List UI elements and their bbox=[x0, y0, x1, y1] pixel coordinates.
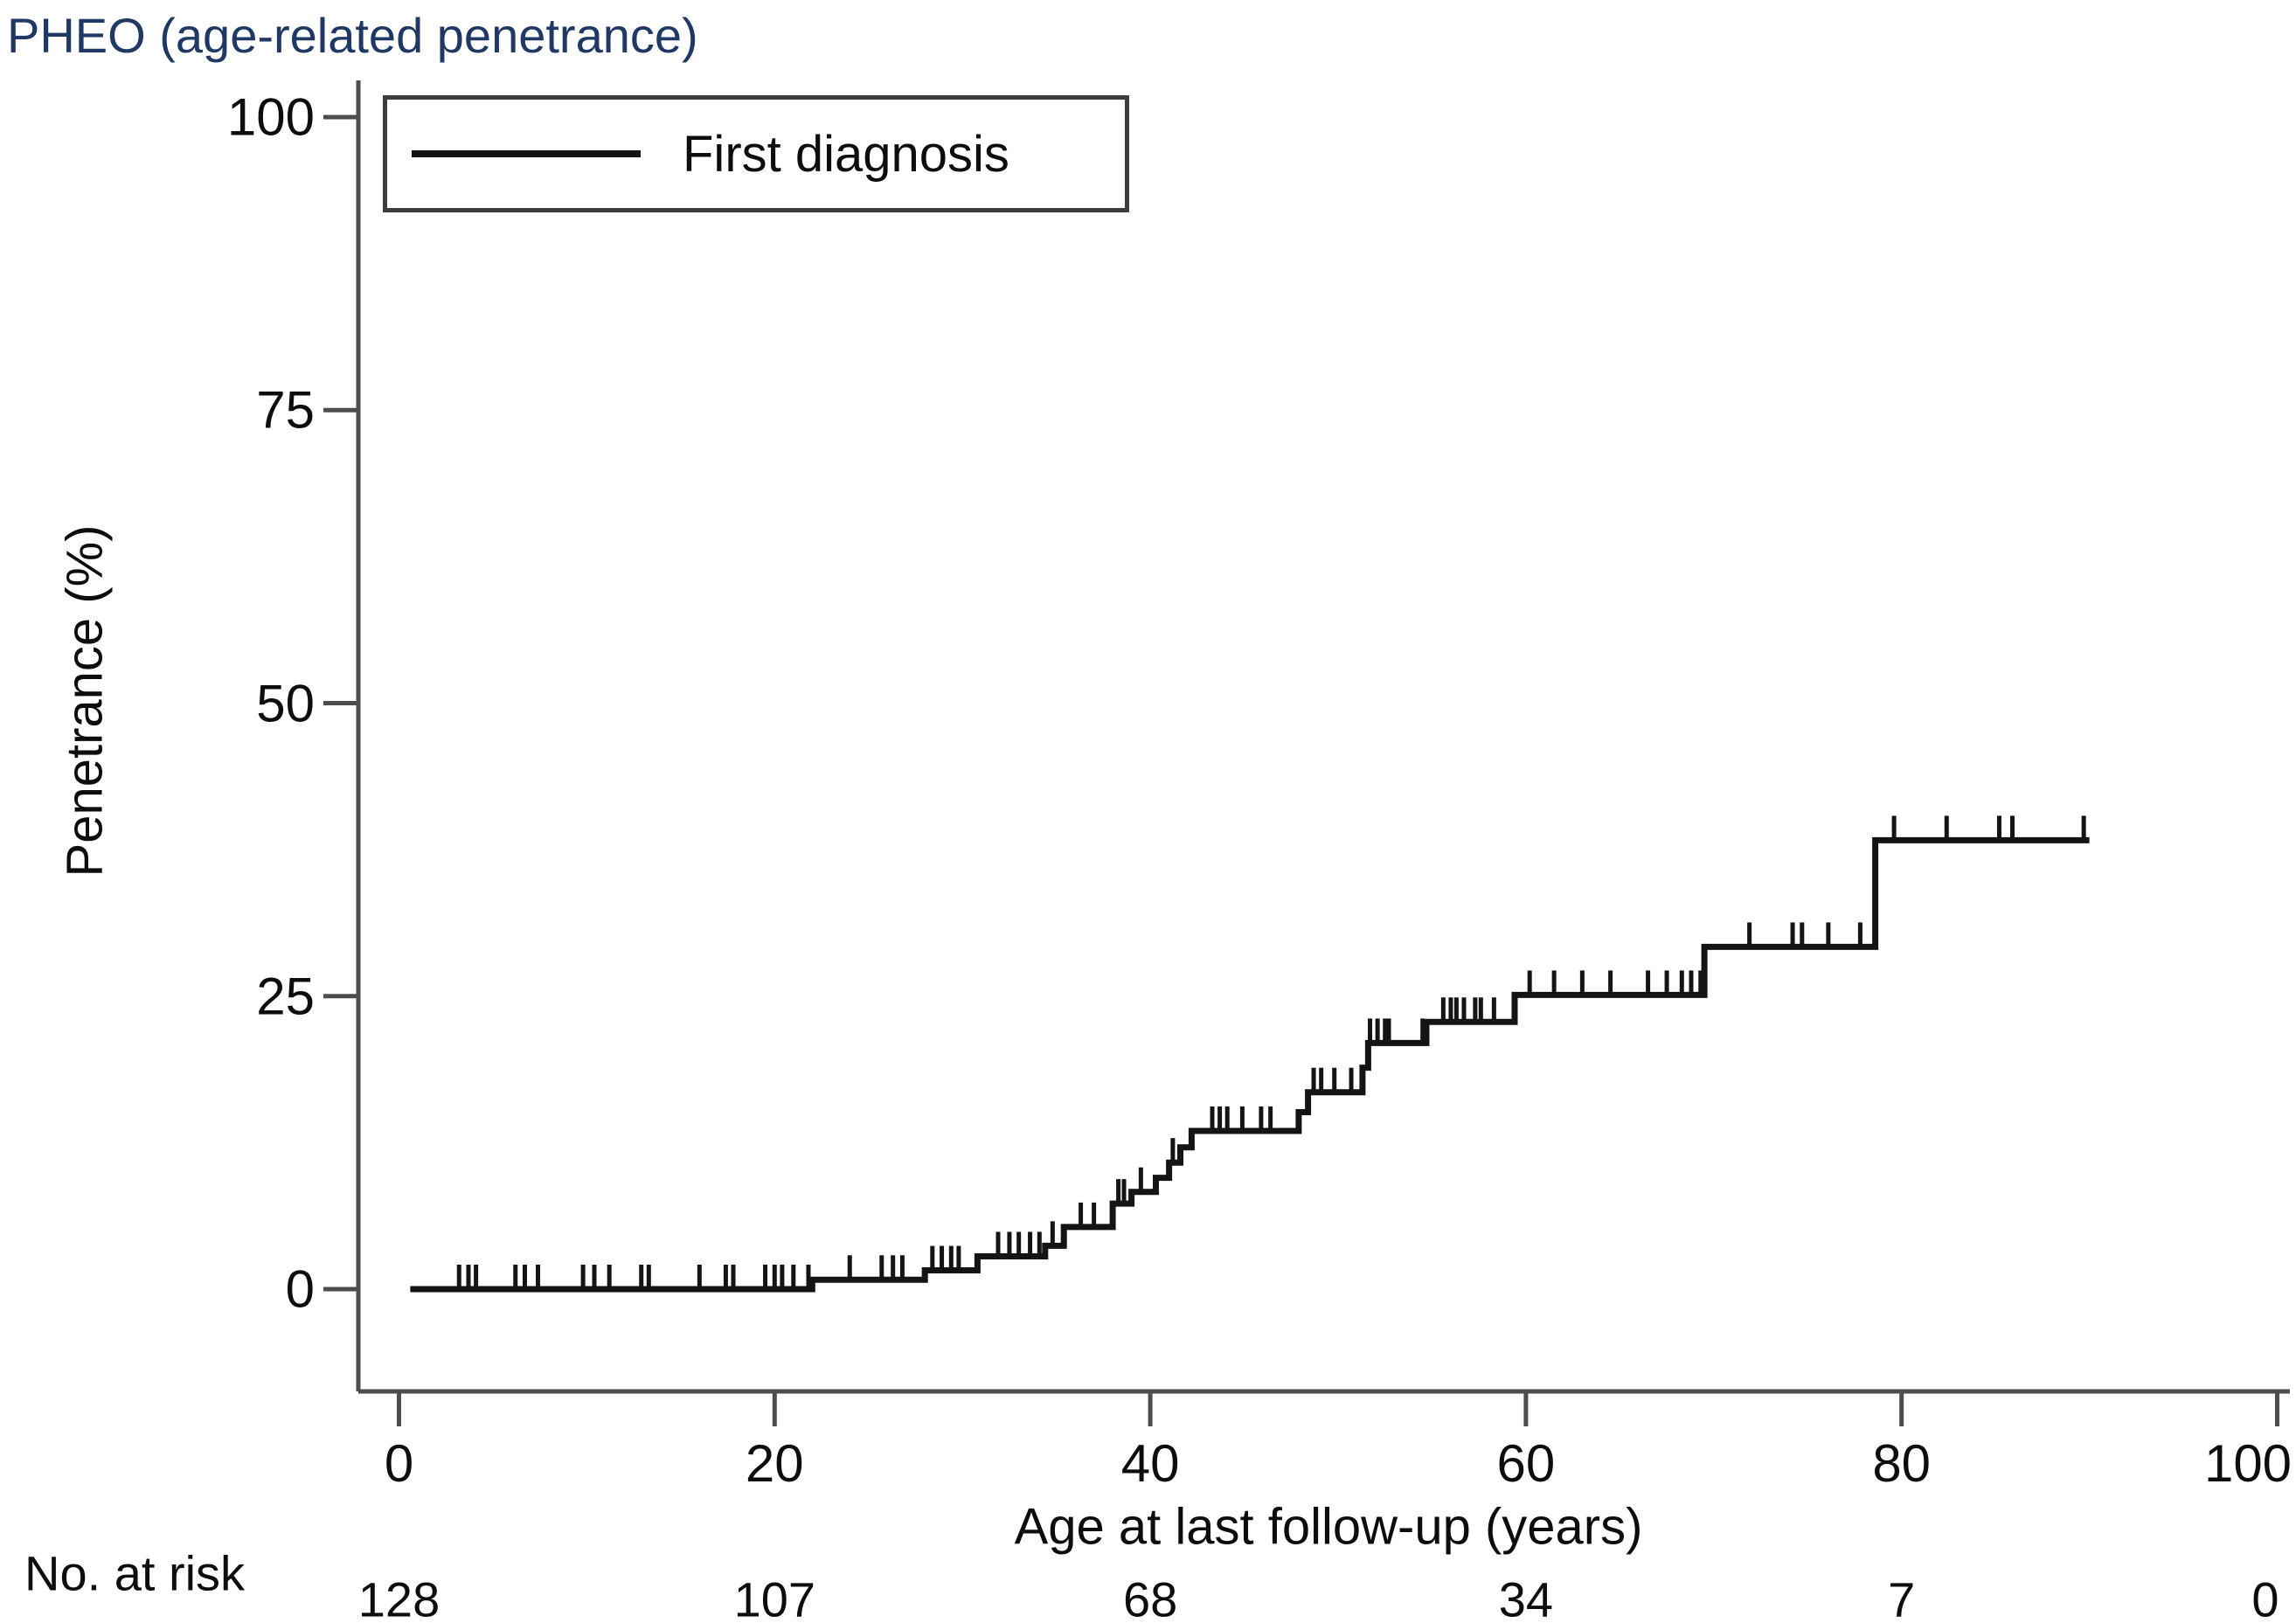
risk-count: 7 bbox=[1888, 1571, 1916, 1623]
x-tick-label: 40 bbox=[1120, 1434, 1180, 1493]
legend-label: First diagnosis bbox=[683, 125, 1009, 183]
y-tick-label: 25 bbox=[256, 967, 315, 1026]
x-tick-label: 0 bbox=[384, 1434, 414, 1493]
y-tick-label: 75 bbox=[256, 380, 315, 440]
x-tick-label: 100 bbox=[2203, 1434, 2293, 1493]
km-curve-first-diagnosis bbox=[410, 836, 2090, 1293]
legend-box: First diagnosis bbox=[383, 95, 1129, 212]
legend-line-swatch bbox=[412, 150, 641, 157]
risk-count: 0 bbox=[2251, 1571, 2279, 1623]
km-curve-layer bbox=[410, 815, 2090, 1293]
x-tick-label: 80 bbox=[1872, 1434, 1932, 1493]
x-tick-label: 60 bbox=[1496, 1434, 1556, 1493]
y-tick-label: 100 bbox=[226, 87, 315, 147]
y-tick-label: 50 bbox=[256, 674, 315, 732]
y-tick-label: 0 bbox=[285, 1259, 315, 1319]
chart-title: PHEO (age-related penetrance) bbox=[7, 8, 698, 63]
axes-layer bbox=[323, 80, 2290, 1426]
y-axis-title: Penetrance (%) bbox=[56, 524, 114, 877]
risk-count: 107 bbox=[733, 1571, 816, 1623]
x-tick-label: 20 bbox=[745, 1434, 804, 1493]
x-axis-title: Age at last follow-up (years) bbox=[1014, 1498, 1643, 1556]
risk-count: 34 bbox=[1498, 1571, 1554, 1623]
risk-count: 68 bbox=[1122, 1571, 1178, 1623]
risk-count: 128 bbox=[357, 1571, 440, 1623]
risk-table-label: No. at risk bbox=[24, 1545, 246, 1601]
